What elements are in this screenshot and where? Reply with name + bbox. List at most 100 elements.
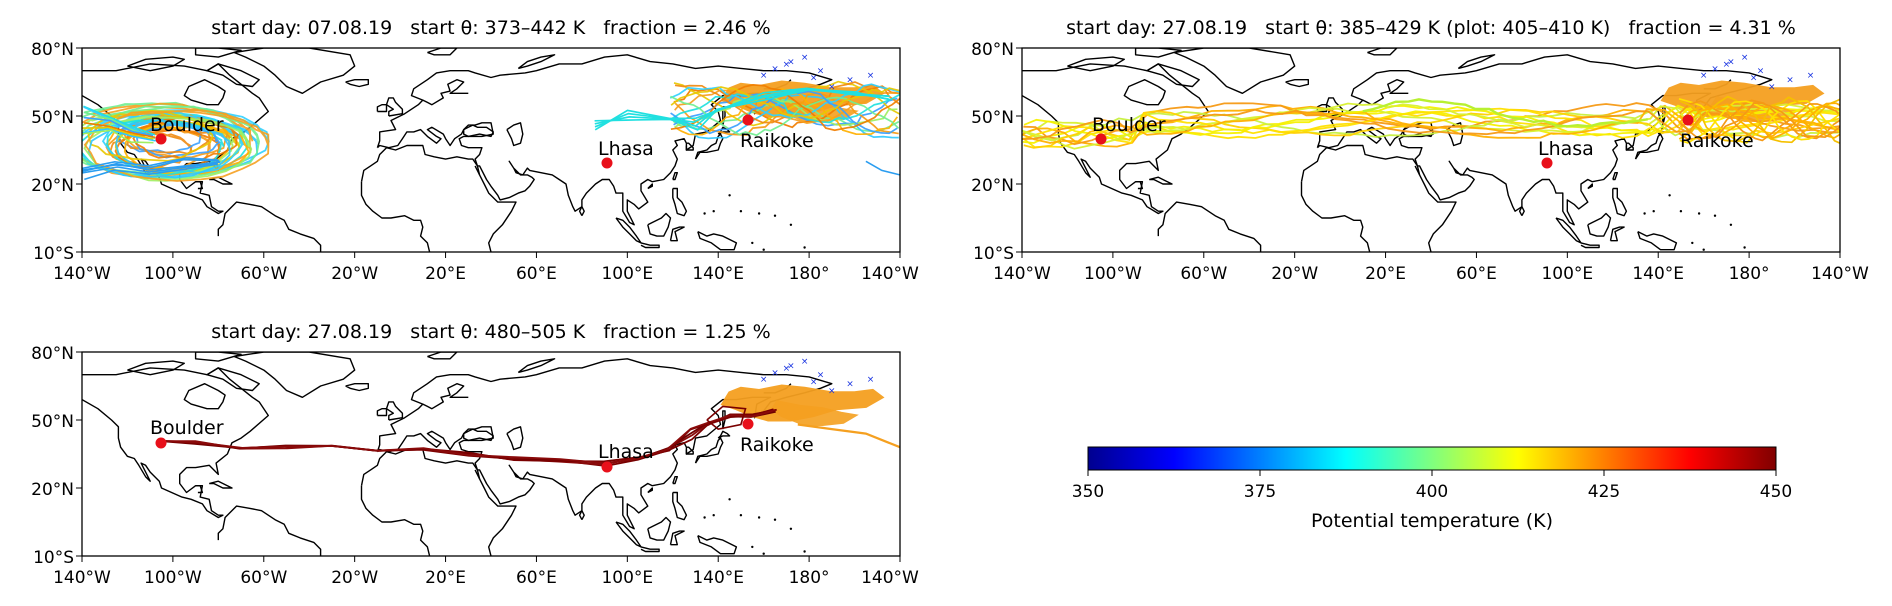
trajectory-line bbox=[1023, 109, 1840, 142]
tick-label: 100°E bbox=[601, 568, 653, 588]
trajectory-line bbox=[82, 129, 154, 144]
coastline-black-sea bbox=[463, 122, 494, 138]
island-dot bbox=[762, 248, 765, 251]
coastline-sulawesi bbox=[1609, 226, 1625, 242]
trajectories bbox=[82, 80, 900, 182]
tick-label: 20°N bbox=[31, 480, 74, 500]
coastline-black-sea bbox=[463, 426, 494, 442]
tick-label: 20°W bbox=[331, 264, 378, 284]
colorbar-tick-label: 425 bbox=[1588, 482, 1620, 502]
trajectory-line bbox=[594, 88, 891, 127]
tick-label: 60°W bbox=[240, 568, 287, 588]
initial-point-marker: × bbox=[846, 76, 854, 86]
coastline-greenland bbox=[1173, 48, 1296, 94]
trajectory-line bbox=[669, 83, 900, 119]
tick-label: 140°W bbox=[861, 568, 919, 588]
coastline-java bbox=[640, 242, 660, 249]
coastline-hudson bbox=[183, 383, 226, 410]
trajectory-line bbox=[797, 423, 900, 449]
initial-point-marker: × bbox=[760, 71, 768, 81]
tick-label: 140°E bbox=[692, 264, 744, 284]
x-axis-ticks: 140°W 100°W 60°W 20°W 20°E 60°E 100°E 14… bbox=[993, 264, 1869, 284]
trajectories bbox=[160, 405, 900, 467]
island-dot bbox=[1718, 255, 1720, 257]
coastline-sakhalin bbox=[722, 410, 726, 430]
trajectory-line bbox=[82, 128, 156, 142]
initial-point-marker: × bbox=[1711, 64, 1719, 74]
coastline-scandinavia-inner bbox=[422, 79, 469, 106]
coastline-alaska-aleut bbox=[936, 105, 966, 112]
site-label-boulder: Boulder bbox=[150, 114, 224, 136]
initial-points: × ×× ×× ×× ××× bbox=[1700, 53, 1814, 92]
coastline-arctic-isl bbox=[1067, 56, 1125, 72]
coastlines bbox=[82, 48, 833, 264]
coastline-iceland bbox=[345, 79, 369, 88]
island-dot bbox=[1697, 212, 1701, 215]
colorbar-gradient bbox=[1087, 446, 1777, 471]
tick-label: 10°S bbox=[33, 244, 74, 264]
coastline-south-america bbox=[1157, 201, 1262, 252]
island-dot bbox=[781, 262, 783, 264]
coastline-borneo bbox=[647, 516, 672, 541]
initial-point-marker: × bbox=[867, 71, 875, 81]
island-dot bbox=[789, 527, 793, 530]
x-axis-ticks: 140°W 100°W 60°W 20°W 20°E 60°E 100°E 14… bbox=[53, 264, 919, 284]
coastline-java bbox=[640, 546, 660, 553]
trajectory-line bbox=[84, 163, 218, 181]
panel-3-title: start day: 27.08.19 start θ: 480–505 K f… bbox=[211, 321, 770, 343]
coastline-africa-west bbox=[360, 485, 431, 556]
axis-tick-marks bbox=[1016, 47, 1841, 258]
initial-points: × ×× ×× ×× ××× bbox=[760, 357, 874, 396]
initial-point-marker: × bbox=[1750, 74, 1758, 84]
coastline-japan bbox=[694, 133, 724, 160]
coastline-newguinea bbox=[697, 534, 738, 555]
tick-label: 10°S bbox=[33, 548, 74, 568]
coastline-africa bbox=[360, 144, 517, 252]
map-panel-1: start day: 07.08.19 start θ: 373–442 K f… bbox=[31, 17, 919, 284]
coastline-srilanka bbox=[578, 206, 585, 217]
initial-point-marker: × bbox=[828, 387, 836, 397]
trajectory-line bbox=[1678, 105, 1840, 139]
coastline-africa-west bbox=[360, 181, 431, 252]
coastlines bbox=[82, 352, 833, 556]
coastline-svalbard bbox=[427, 352, 458, 360]
coastline-baffin bbox=[206, 367, 260, 392]
coastline-novaya bbox=[1457, 54, 1496, 70]
island-dot bbox=[757, 212, 761, 215]
site-label-raikoke: Raikoke bbox=[1680, 130, 1754, 152]
trajectory-line bbox=[83, 105, 156, 136]
site-marker-raikoke bbox=[742, 418, 754, 430]
initial-point-marker: × bbox=[846, 380, 854, 390]
coastline-hainan bbox=[647, 183, 653, 190]
map-panel-3: start day: 27.08.19 start θ: 480–505 K f… bbox=[31, 321, 919, 588]
coastline-britain bbox=[385, 401, 404, 421]
island-dot bbox=[1759, 255, 1761, 257]
coastline-north-america bbox=[82, 367, 269, 519]
coastline-hainan bbox=[1587, 183, 1593, 190]
coastline-svalbard bbox=[1367, 48, 1398, 56]
coastline-sulawesi bbox=[669, 530, 685, 546]
tick-label: 100°W bbox=[144, 568, 202, 588]
colorbar-ticks: 350 375 400 425 450 bbox=[1072, 470, 1792, 502]
tick-label: 100°E bbox=[601, 264, 653, 284]
island-dot bbox=[1652, 210, 1655, 213]
coastline-srilanka bbox=[1518, 206, 1525, 217]
coastline-iceland bbox=[1285, 79, 1309, 88]
site-label-raikoke: Raikoke bbox=[740, 434, 814, 456]
tick-label: 50°N bbox=[31, 108, 74, 128]
coastline-svalbard bbox=[427, 48, 458, 56]
site-marker-lhasa bbox=[1541, 157, 1553, 169]
island-dot bbox=[1668, 194, 1671, 197]
tick-label: 180° bbox=[789, 264, 830, 284]
coastline-africa bbox=[360, 448, 517, 556]
trajectory-line bbox=[594, 87, 890, 131]
coastline-sulawesi bbox=[669, 226, 685, 242]
trajectory-line bbox=[82, 157, 219, 170]
coastline-taiwan bbox=[672, 172, 678, 181]
trajectory-line bbox=[865, 160, 900, 176]
trajectory-line bbox=[669, 93, 900, 124]
tick-label: 60°W bbox=[240, 264, 287, 284]
coastline-hainan bbox=[647, 487, 653, 494]
site-marker-boulder bbox=[155, 437, 167, 449]
